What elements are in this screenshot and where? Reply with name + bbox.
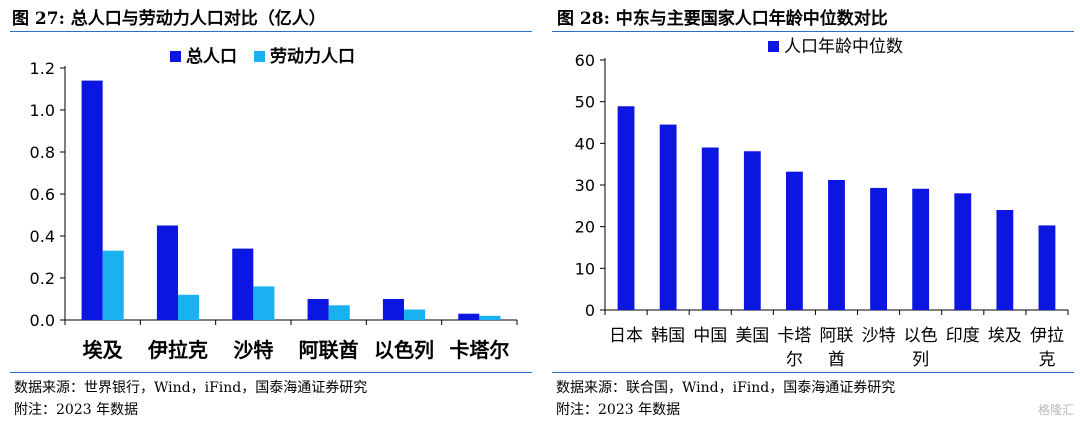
y-tick-label: 0.4 [30, 227, 55, 246]
bar-劳动力人口-阿联酋 [328, 305, 350, 320]
bar-总人口-阿联酋 [307, 299, 329, 320]
x-category-label: 韩国 [651, 326, 685, 346]
figure-27-note: 附注：2023 年数据 [14, 402, 139, 418]
y-tick-label: 30 [575, 176, 595, 195]
x-category-label: 伊拉克 [1030, 326, 1064, 370]
x-category-label: 埃及 [83, 338, 124, 362]
x-category-label: 阿联酋 [820, 326, 854, 370]
x-category-label: 伊拉克 [147, 338, 208, 362]
y-tick-label: 0.2 [30, 269, 55, 288]
legend-label: 劳动力人口 [270, 46, 355, 67]
y-tick-label: 1.2 [30, 59, 55, 78]
x-category-label: 阿联酋 [299, 338, 359, 362]
bar-人口年龄中位数-美国 [743, 151, 761, 310]
x-category-label: 中国 [693, 326, 727, 346]
figure-27-title-rule [10, 31, 532, 32]
y-tick-label: 50 [575, 93, 595, 112]
bar-人口年龄中位数-印度 [954, 193, 972, 310]
bar-劳动力人口-埃及 [102, 250, 124, 320]
legend-swatch-总人口 [170, 51, 181, 62]
bar-人口年龄中位数-日本 [617, 106, 635, 310]
figure-27-title: 图 27: 总人口与劳动力人口对比（亿人） [12, 9, 326, 29]
legend-label: 总人口 [186, 46, 237, 67]
bar-总人口-卡塔尔 [458, 313, 480, 320]
legend-swatch-劳动力人口 [254, 51, 265, 62]
figure-28-title-rule [552, 31, 1074, 32]
bar-人口年龄中位数-伊拉克 [1038, 225, 1056, 310]
x-category-label: 沙特 [233, 338, 273, 362]
figure-28-note: 附注：2023 年数据 [556, 402, 681, 418]
figure-28-title: 图 28: 中东与主要国家人口年龄中位数对比 [557, 9, 888, 29]
figure-27-source: 数据来源：世界银行，Wind，iFind，国泰海通证券研究 [14, 380, 368, 396]
watermark-logo: 格隆汇 [1037, 403, 1074, 417]
y-tick-label: 10 [575, 259, 595, 278]
bar-总人口-伊拉克 [156, 225, 178, 320]
legend-swatch-人口年龄中位数 [768, 41, 779, 52]
x-category-label: 印度 [946, 326, 980, 346]
x-category-label: 以色列 [374, 338, 434, 362]
bar-人口年龄中位数-沙特 [870, 187, 888, 310]
bar-劳动力人口-沙特 [253, 286, 275, 320]
x-category-label: 卡塔尔 [777, 326, 811, 370]
x-category-label: 美国 [735, 326, 769, 346]
y-tick-label: 60 [575, 51, 595, 70]
bar-总人口-埃及 [81, 80, 103, 320]
x-category-label: 日本 [609, 326, 643, 346]
x-category-label: 沙特 [862, 326, 896, 346]
bar-总人口-以色列 [382, 299, 404, 320]
y-tick-label: 20 [575, 218, 595, 237]
bar-人口年龄中位数-韩国 [659, 124, 677, 310]
y-tick-label: 0.0 [30, 311, 55, 330]
bar-人口年龄中位数-卡塔尔 [785, 171, 803, 310]
y-tick-label: 40 [575, 134, 595, 153]
bar-人口年龄中位数-埃及 [996, 210, 1014, 310]
bar-总人口-沙特 [232, 248, 254, 320]
x-category-label: 以色列 [904, 326, 938, 370]
bar-人口年龄中位数-阿联酋 [828, 180, 845, 310]
bar-劳动力人口-以色列 [404, 309, 426, 320]
y-tick-label: 0 [585, 301, 595, 320]
x-category-label: 埃及 [988, 326, 1022, 346]
y-tick-label: 0.8 [30, 143, 55, 162]
population-labor-chart: 0.0 0.2 0.4 0.6 0.8 1.0 1.2 埃及 伊拉克 沙特 阿联酋 以色列 卡塔尔 总人口… [30, 46, 518, 362]
y-tick-label: 1.0 [30, 101, 55, 120]
x-category-label: 卡塔尔 [449, 338, 509, 362]
figure-28-source-rule [552, 372, 1074, 373]
y-tick-label: 0.6 [30, 185, 55, 204]
figure-27-source-rule [10, 372, 532, 373]
bar-劳动力人口-伊拉克 [178, 294, 200, 320]
legend-label: 人口年龄中位数 [784, 37, 903, 57]
bar-人口年龄中位数-中国 [701, 147, 719, 310]
bar-劳动力人口-卡塔尔 [479, 315, 501, 320]
figure-28-source: 数据来源：联合国，Wind，iFind，国泰海通证券研究 [556, 380, 896, 396]
bar-人口年龄中位数-以色列 [912, 188, 930, 310]
